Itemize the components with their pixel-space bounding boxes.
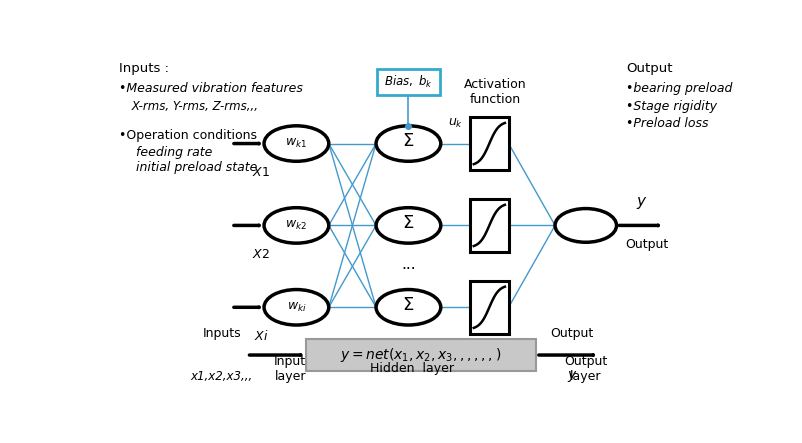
- Bar: [306, 339, 535, 371]
- Text: $w_{ki}$: $w_{ki}$: [286, 301, 306, 314]
- Text: •Stage rigidity: •Stage rigidity: [626, 100, 716, 113]
- Bar: [469, 199, 508, 252]
- Text: Inputs :: Inputs :: [119, 62, 169, 75]
- Text: $y$: $y$: [566, 369, 577, 384]
- Text: $u_k$: $u_k$: [448, 117, 463, 130]
- Text: initial preload state: initial preload state: [128, 161, 257, 174]
- Text: $y$: $y$: [635, 195, 646, 211]
- Text: Output: Output: [626, 62, 672, 75]
- Text: Output
layer: Output layer: [564, 355, 606, 383]
- Text: $w_{k2}$: $w_{k2}$: [285, 219, 307, 232]
- Bar: [469, 117, 508, 170]
- Bar: [377, 70, 439, 95]
- Text: Inputs: Inputs: [202, 327, 241, 340]
- Circle shape: [264, 126, 328, 161]
- Text: $y = net(x_1,x_2,x_3,,,,,,)$: $y = net(x_1,x_2,x_3,,,,,,)$: [340, 346, 501, 364]
- Text: •Measured vibration features: •Measured vibration features: [119, 82, 302, 96]
- Text: $Bias,\ b_k$: $Bias,\ b_k$: [383, 74, 432, 90]
- Text: $\Sigma$: $\Sigma$: [402, 295, 414, 314]
- Text: Output: Output: [550, 327, 593, 340]
- Text: $X2$: $X2$: [252, 248, 269, 261]
- Text: Input
layer: Input layer: [273, 355, 306, 383]
- Text: Activation
function: Activation function: [464, 78, 526, 105]
- Circle shape: [375, 290, 440, 325]
- Text: Hidden  layer: Hidden layer: [369, 362, 453, 375]
- Circle shape: [375, 126, 440, 161]
- Text: $\Sigma$: $\Sigma$: [402, 214, 414, 232]
- Text: ...: ...: [401, 257, 415, 272]
- Bar: [469, 281, 508, 334]
- Text: $w_{k1}$: $w_{k1}$: [285, 137, 307, 150]
- Text: $X1$: $X1$: [252, 166, 269, 179]
- Text: x1,x2,x3,,,: x1,x2,x3,,,: [190, 370, 253, 383]
- Text: •bearing preload: •bearing preload: [626, 82, 731, 96]
- Text: $\Sigma$: $\Sigma$: [402, 132, 414, 150]
- Text: $Xi$: $Xi$: [253, 329, 268, 343]
- Circle shape: [554, 209, 616, 242]
- Circle shape: [264, 208, 328, 243]
- Text: feeding rate: feeding rate: [128, 146, 213, 159]
- Circle shape: [264, 290, 328, 325]
- Text: X-rms, Y-rms, Z-rms,,,: X-rms, Y-rms, Z-rms,,,: [128, 100, 258, 113]
- Text: •Operation conditions: •Operation conditions: [119, 128, 257, 141]
- Text: Output: Output: [624, 238, 667, 251]
- Text: •Preload loss: •Preload loss: [626, 117, 708, 130]
- Circle shape: [375, 208, 440, 243]
